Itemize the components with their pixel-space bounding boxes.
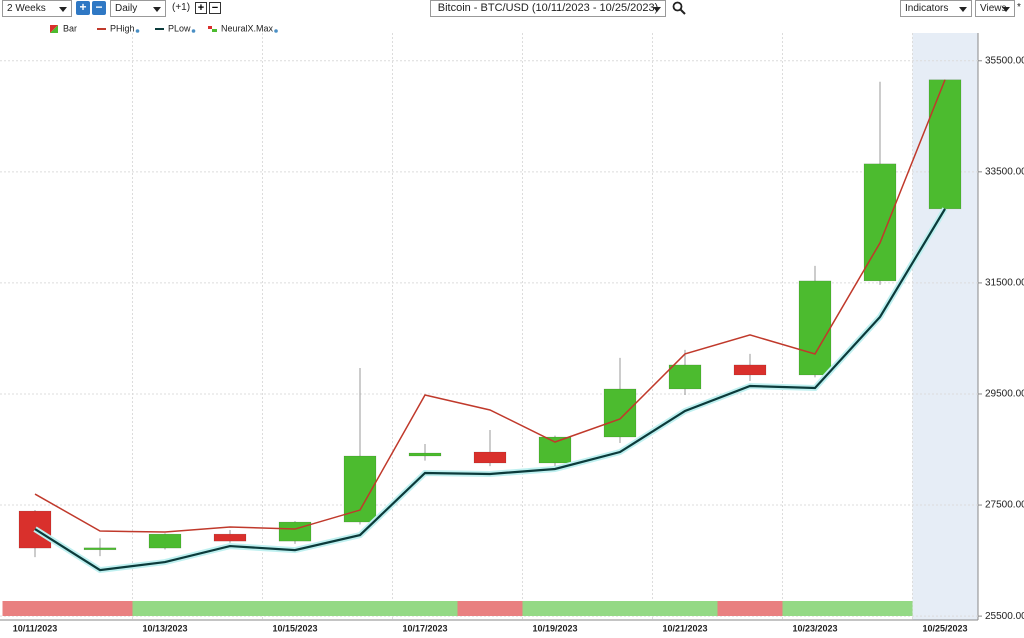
candle-body (343, 455, 377, 523)
offset: (+1) (172, 2, 191, 13)
legend-icon (50, 25, 58, 33)
candle-body (668, 364, 702, 390)
legend-item: PHigh (97, 23, 140, 33)
legend-label: PHigh (110, 23, 135, 33)
candle-body (278, 521, 312, 542)
offset-plus[interactable]: + (195, 2, 207, 14)
y-tick-label: 27500.00 (985, 500, 1024, 511)
chart: 25500.00 27500.00 29500.00 31500.00 33500.00… (0, 23, 1024, 633)
candle-body (83, 547, 117, 551)
legend-dot (274, 29, 278, 33)
candle-body (928, 79, 962, 210)
candle-body (538, 436, 572, 464)
legend-dot (135, 29, 140, 33)
legend-icon (212, 29, 217, 32)
line-series (34, 208, 946, 572)
signal-cell (67, 601, 133, 616)
legend-icon (208, 26, 212, 29)
x-tick-label: 10/15/2023 (272, 623, 317, 633)
x-tick-label: 10/19/2023 (532, 623, 577, 633)
x-tick-label: 10/23/2023 (792, 623, 837, 633)
signal-cell (2, 601, 68, 616)
x-tick-label: 10/17/2023 (402, 623, 447, 633)
legend-item: Bar (50, 23, 77, 33)
x-tick-label: 10/21/2023 (662, 623, 707, 633)
legend-label: Bar (63, 23, 77, 33)
legend-item: PLow (155, 23, 196, 33)
indicators-dropdown[interactable]: Indicators (900, 0, 972, 17)
signal-cell (587, 601, 653, 616)
star[interactable]: * (1017, 2, 1021, 13)
y-tick-label: 33500.00 (985, 166, 1024, 177)
line-glow (33, 207, 948, 574)
y-tick-label: 35500.00 (985, 55, 1024, 66)
y-tick-label: 29500.00 (985, 389, 1024, 400)
signal-cell (652, 601, 718, 616)
zoom-out[interactable]: − (92, 1, 106, 15)
signal-cell (132, 601, 198, 616)
signal-cell (392, 601, 458, 616)
zoom-in[interactable]: + (76, 1, 90, 15)
candle-body (213, 533, 247, 542)
line-series (34, 79, 946, 533)
period-dropdown[interactable]: 2 Weeks (2, 0, 72, 17)
legend-dot (191, 29, 196, 33)
signal-cell (522, 601, 588, 616)
signal-cell (327, 601, 393, 616)
candle-body (733, 364, 767, 376)
candle-body (603, 388, 637, 438)
offset-minus[interactable]: − (209, 2, 221, 14)
legend-item: NeuralX.Max (208, 23, 278, 33)
candle-body (148, 533, 182, 549)
y-tick-label: 25500.00 (985, 611, 1024, 622)
y-tick-label: 31500.00 (985, 278, 1024, 289)
search-icon[interactable] (672, 1, 686, 18)
candle-body (408, 452, 442, 457)
x-tick-label: 10/11/2023 (13, 623, 58, 633)
interval-dropdown[interactable]: Daily (110, 0, 166, 17)
signal-cell (717, 601, 783, 616)
legend-label: NeuralX.Max (221, 23, 274, 33)
candle-body (473, 451, 507, 464)
candle-body (798, 280, 832, 376)
signal-cell (197, 601, 263, 616)
x-tick-label: 10/13/2023 (142, 623, 187, 633)
views-dropdown[interactable]: Views (975, 0, 1015, 17)
signal-cell (262, 601, 328, 616)
legend-label: PLow (168, 23, 191, 33)
signal-cell (782, 601, 848, 616)
signal-cell (457, 601, 523, 616)
signal-cell (847, 601, 913, 616)
x-tick-label: 10/25/2023 (922, 623, 967, 633)
symbol-input[interactable]: Bitcoin - BTC/USD (10/11/2023 - 10/25/20… (430, 0, 666, 17)
